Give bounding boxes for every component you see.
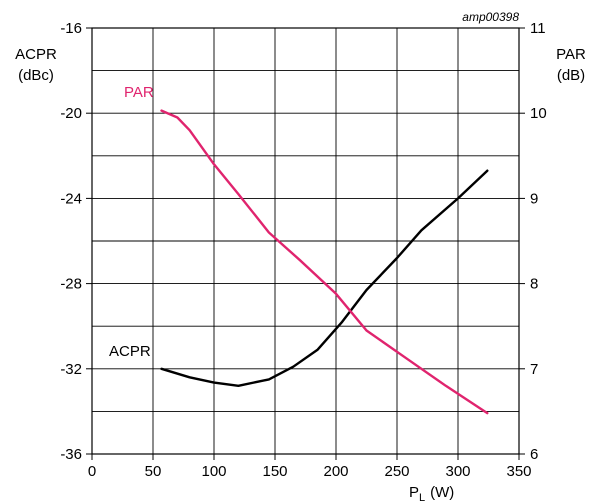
series-line-acpr	[160, 169, 489, 387]
left-tick-label: -36	[60, 446, 82, 463]
left-tick-label: -16	[60, 20, 82, 37]
right-axis-tick-labels: 6 7 8 9 10 11	[530, 20, 547, 463]
x-tick-label: 250	[384, 463, 409, 480]
left-axis-title-line1: ACPR	[15, 46, 57, 63]
left-tick-label: -28	[60, 276, 82, 293]
series-label-acpr: ACPR	[109, 343, 151, 360]
right-tick-label: 8	[530, 276, 538, 293]
left-tick-label: -32	[60, 361, 82, 378]
figure-id: amp00398	[462, 10, 519, 24]
x-tick-label: 50	[145, 463, 162, 480]
right-tick-label: 7	[530, 361, 538, 378]
right-tick-label: 10	[530, 105, 547, 122]
right-tick-label: 9	[530, 190, 538, 207]
series-lines	[160, 109, 489, 415]
left-axis-tick-labels: -36 -32 -28 -24 -20 -16	[60, 20, 82, 463]
left-axis-title-line2: (dBc)	[18, 67, 54, 84]
left-tick-label: -24	[60, 190, 82, 207]
plot-frame	[91, 27, 520, 455]
tick-marks	[86, 27, 525, 460]
x-axis-title-unit: (W)	[430, 484, 454, 501]
x-tick-label: 350	[506, 463, 531, 480]
x-axis-title-subscript: L	[419, 492, 425, 504]
x-tick-label: 200	[323, 463, 348, 480]
series-line-par	[160, 109, 489, 415]
right-tick-label: 6	[530, 446, 538, 463]
right-axis-title-line1: PAR	[556, 46, 586, 63]
x-axis-tick-labels: 0 50 100 150 200 250 300 350	[88, 463, 532, 480]
x-tick-label: 300	[445, 463, 470, 480]
x-tick-label: 150	[262, 463, 287, 480]
grid-lines	[91, 27, 520, 455]
left-tick-label: -20	[60, 105, 82, 122]
x-axis-title: PL (W)	[409, 484, 454, 504]
x-axis-title-main: P	[409, 484, 419, 501]
x-tick-label: 0	[88, 463, 96, 480]
right-tick-label: 11	[530, 20, 546, 37]
right-axis-title-line2: (dB)	[557, 67, 585, 84]
series-label-par: PAR	[124, 84, 154, 101]
x-tick-label: 100	[201, 463, 226, 480]
